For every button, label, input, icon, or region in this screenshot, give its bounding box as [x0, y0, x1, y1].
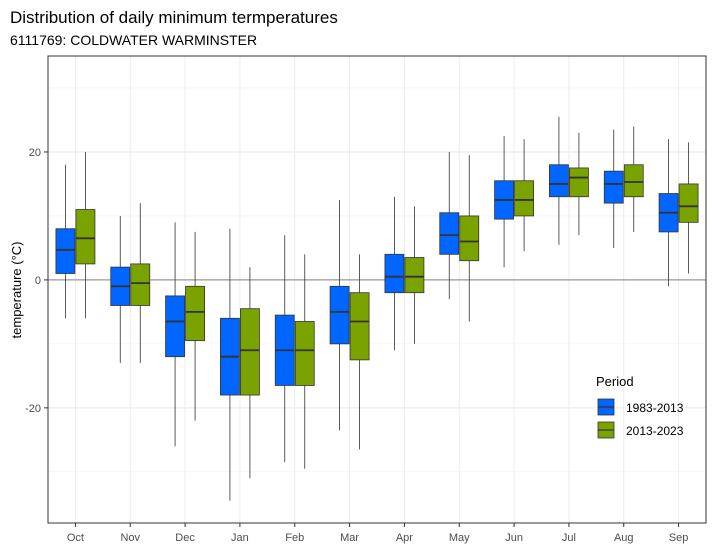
x-tick-label-feb: Feb: [285, 532, 304, 544]
legend-title: Period: [596, 374, 634, 389]
box-iqr: [623, 164, 644, 198]
y-tick-label: 20: [29, 147, 41, 159]
box-jan-series-2: [240, 267, 260, 479]
box-iqr: [514, 180, 534, 217]
box-iqr: [678, 183, 699, 223]
box-iqr: [130, 263, 151, 306]
y-axis: -20 0 20: [25, 147, 48, 415]
boxes: [55, 116, 699, 501]
x-tick-label-jun: Jun: [505, 532, 523, 544]
legend-label-2: 2013-2023: [626, 424, 684, 438]
box-iqr: [55, 228, 76, 274]
x-tick-label-apr: Apr: [396, 532, 413, 544]
y-tick-label: 0: [35, 275, 41, 287]
grid: [48, 56, 706, 523]
box-jul-series-1: [549, 116, 569, 245]
box-may-series-1: [439, 151, 460, 300]
box-may-series-2: [459, 155, 480, 322]
chart-title: Distribution of daily minimum termperatu…: [10, 8, 338, 27]
x-tick-label-oct: Oct: [67, 532, 84, 544]
x-tick-label-aug: Aug: [614, 532, 634, 544]
x-axis: Oct Nov Dec Jan Feb Mar Apr May Jun Jul Aug Sep: [67, 523, 689, 544]
box-iqr: [549, 164, 569, 198]
box-aug-series-2: [623, 126, 644, 232]
box-iqr: [294, 321, 315, 386]
y-axis-title: temperature (°C): [9, 242, 24, 339]
box-iqr: [384, 253, 405, 294]
box-iqr: [603, 170, 624, 204]
box-oct-series-2: [75, 151, 96, 319]
x-tick-label-dec: Dec: [175, 532, 195, 544]
box-mar-series-2: [349, 254, 370, 450]
box-iqr: [185, 285, 205, 342]
plot-border: [47, 55, 707, 524]
box-feb-series-2: [294, 254, 315, 469]
chart-subtitle: 6111769: COLDWATER WARMINSTER: [10, 32, 257, 48]
box-nov-series-1: [110, 215, 131, 364]
box-apr-series-2: [404, 206, 425, 344]
box-apr-series-1: [384, 196, 405, 351]
box-sep-series-2: [678, 142, 699, 274]
box-iqr: [404, 257, 425, 294]
box-iqr: [165, 295, 185, 358]
box-feb-series-1: [274, 235, 295, 463]
x-tick-label-mar: Mar: [340, 532, 359, 544]
box-iqr: [459, 215, 480, 262]
x-tick-label-may: May: [449, 532, 470, 544]
legend: Period 1983-2013 2013-2023: [596, 374, 684, 439]
box-iqr: [439, 212, 460, 255]
box-sep-series-1: [658, 139, 679, 287]
box-jun-series-1: [494, 135, 514, 268]
box-iqr: [240, 308, 260, 396]
box-aug-series-1: [603, 129, 624, 248]
y-tick-label: -20: [25, 403, 41, 415]
box-iqr: [349, 292, 370, 361]
legend-item-2: 2013-2023: [597, 421, 684, 439]
legend-label-1: 1983-2013: [626, 401, 684, 415]
box-jan-series-1: [220, 228, 240, 501]
plot-panel: [47, 55, 707, 524]
box-iqr: [75, 209, 96, 265]
x-tick-label-jul: Jul: [562, 532, 576, 544]
x-tick-label-nov: Nov: [120, 532, 140, 544]
box-nov-series-2: [130, 203, 151, 364]
box-iqr: [569, 167, 589, 198]
box-oct-series-1: [55, 164, 76, 319]
box-jun-series-2: [514, 139, 534, 252]
x-tick-label-jan: Jan: [231, 532, 249, 544]
legend-item-1: 1983-2013: [597, 398, 684, 416]
box-iqr: [329, 285, 350, 345]
box-mar-series-1: [329, 199, 350, 431]
box-dec-series-2: [185, 231, 205, 421]
box-dec-series-1: [165, 222, 185, 447]
box-jul-series-2: [569, 132, 589, 236]
x-tick-label-sep: Sep: [669, 532, 689, 544]
